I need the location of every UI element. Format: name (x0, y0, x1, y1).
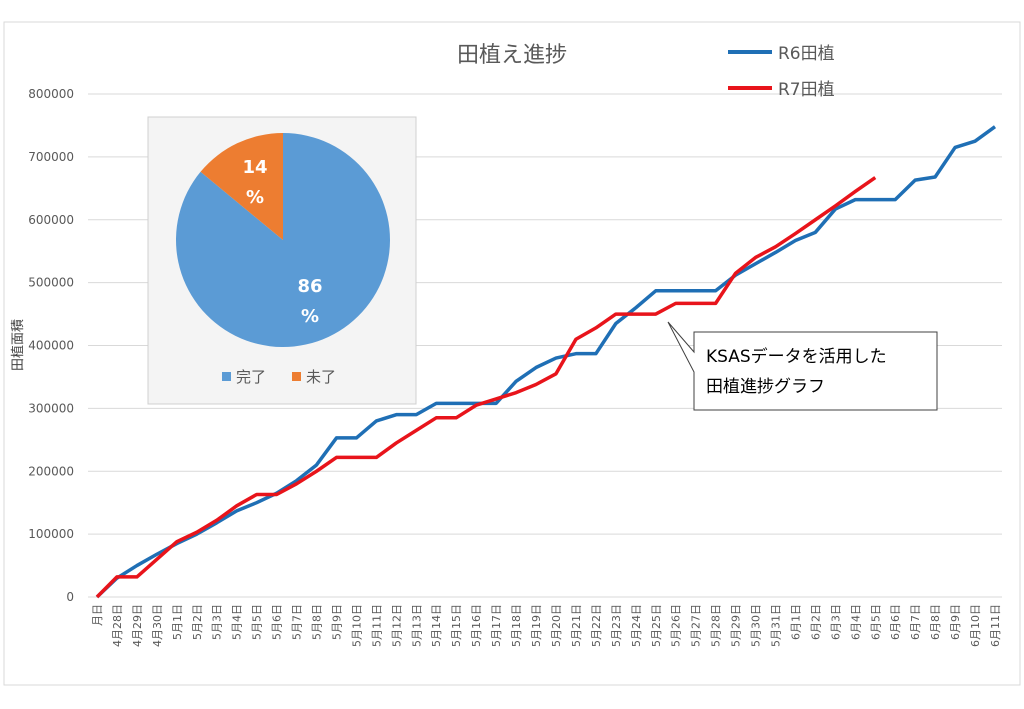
x-tick-label: 6月4日 (849, 604, 862, 640)
x-tick-label: 5月29日 (730, 604, 743, 647)
x-tick-label: 5月19日 (530, 604, 543, 647)
series-line-r6 (95, 125, 997, 599)
chart-title: 田植え進捗 (457, 43, 567, 68)
x-tick-label: 5月9日 (330, 604, 343, 640)
pie-label-incomplete: 14% (242, 157, 267, 208)
x-tick-label: 5月23日 (610, 604, 623, 647)
x-tick-label: 5月2日 (191, 604, 204, 640)
x-tick-label: 5月14日 (430, 604, 443, 647)
x-tick-label: 6月1日 (789, 604, 802, 640)
pie-label-complete: 86% (297, 276, 322, 327)
x-tick-label: 6月6日 (889, 604, 902, 640)
x-tick-label: 5月22日 (590, 604, 603, 647)
x-tick-label: 5月5日 (251, 604, 264, 640)
y-tick-label: 600000 (28, 213, 74, 227)
x-tick-label: 6月10日 (969, 604, 982, 647)
x-tick-label: 5月16日 (470, 604, 483, 647)
x-tick-label: 6月7日 (909, 604, 922, 640)
pie-legend-complete: 完了 (236, 368, 266, 386)
x-tick-label: 5月18日 (510, 604, 523, 647)
x-tick-label: 月日 (91, 604, 104, 626)
x-tick-label: 5月25日 (650, 604, 663, 647)
series-line-r7 (95, 176, 877, 599)
inset-pie-chart: 86% 14% 完了 未了 (147, 116, 417, 405)
y-tick-label: 200000 (28, 464, 74, 478)
callout-line-2: 田植進捗グラフ (706, 377, 825, 397)
x-tick-label: 5月17日 (490, 604, 503, 647)
legend: R6田植 R7田植 (728, 44, 835, 100)
y-tick-label: 800000 (28, 87, 74, 101)
x-tick-label: 5月26日 (670, 604, 683, 647)
x-tick-label: 6月3日 (829, 604, 842, 640)
x-tick-label: 5月28日 (710, 604, 723, 647)
x-tick-label: 5月21日 (570, 604, 583, 647)
x-tick-label: 4月30日 (151, 604, 164, 647)
y-tick-label: 100000 (28, 527, 74, 541)
x-tick-label: 6月5日 (869, 604, 882, 640)
x-tick-label: 5月31日 (769, 604, 782, 647)
x-tick-label: 5月12日 (390, 604, 403, 647)
x-tick-label: 5月20日 (550, 604, 563, 647)
x-tick-label: 6月9日 (949, 604, 962, 640)
y-axis-label: 田植面積 (11, 319, 26, 371)
x-tick-label: 6月8日 (929, 604, 942, 640)
x-tick-label: 5月10日 (350, 604, 363, 647)
y-tick-label: 0 (66, 590, 74, 604)
x-tick-label: 5月7日 (291, 604, 304, 640)
x-tick-label: 5月24日 (630, 604, 643, 647)
y-tick-label: 300000 (28, 401, 74, 415)
pie-slice-incomplete (200, 133, 283, 240)
x-tick-label: 6月2日 (809, 604, 822, 640)
x-tick-label: 5月6日 (271, 604, 284, 640)
legend-label-r7: R7田植 (778, 80, 835, 100)
pie-legend-incomplete: 未了 (306, 368, 336, 386)
x-tick-label: 5月27日 (690, 604, 703, 647)
x-tick-label: 4月28日 (111, 604, 124, 647)
y-tick-label: 500000 (28, 276, 74, 290)
x-tick-label: 4月29日 (131, 604, 144, 647)
pie-legend-swatch-complete (222, 372, 231, 381)
callout-line-1: KSASデータを活用した (706, 346, 887, 367)
pie-legend-swatch-incomplete (292, 372, 301, 381)
y-tick-label: 400000 (28, 339, 74, 353)
legend-label-r6: R6田植 (778, 44, 835, 64)
x-tick-label: 5月1日 (171, 604, 184, 640)
pie-slice-complete (175, 133, 390, 347)
x-tick-label: 5月13日 (410, 604, 423, 647)
x-tick-label: 5月8日 (311, 604, 324, 640)
x-tick-label: 5月15日 (450, 604, 463, 647)
callout-box (667, 321, 938, 411)
x-tick-label: 5月30日 (750, 604, 763, 647)
y-tick-label: 700000 (28, 150, 74, 164)
x-tick-label: 5月4日 (231, 604, 244, 640)
x-tick-label: 6月11日 (989, 604, 1002, 647)
x-tick-label: 5月11日 (370, 604, 383, 647)
x-tick-label: 5月3日 (211, 604, 224, 640)
annotation-callout: KSASデータを活用した 田植進捗グラフ (667, 321, 938, 411)
